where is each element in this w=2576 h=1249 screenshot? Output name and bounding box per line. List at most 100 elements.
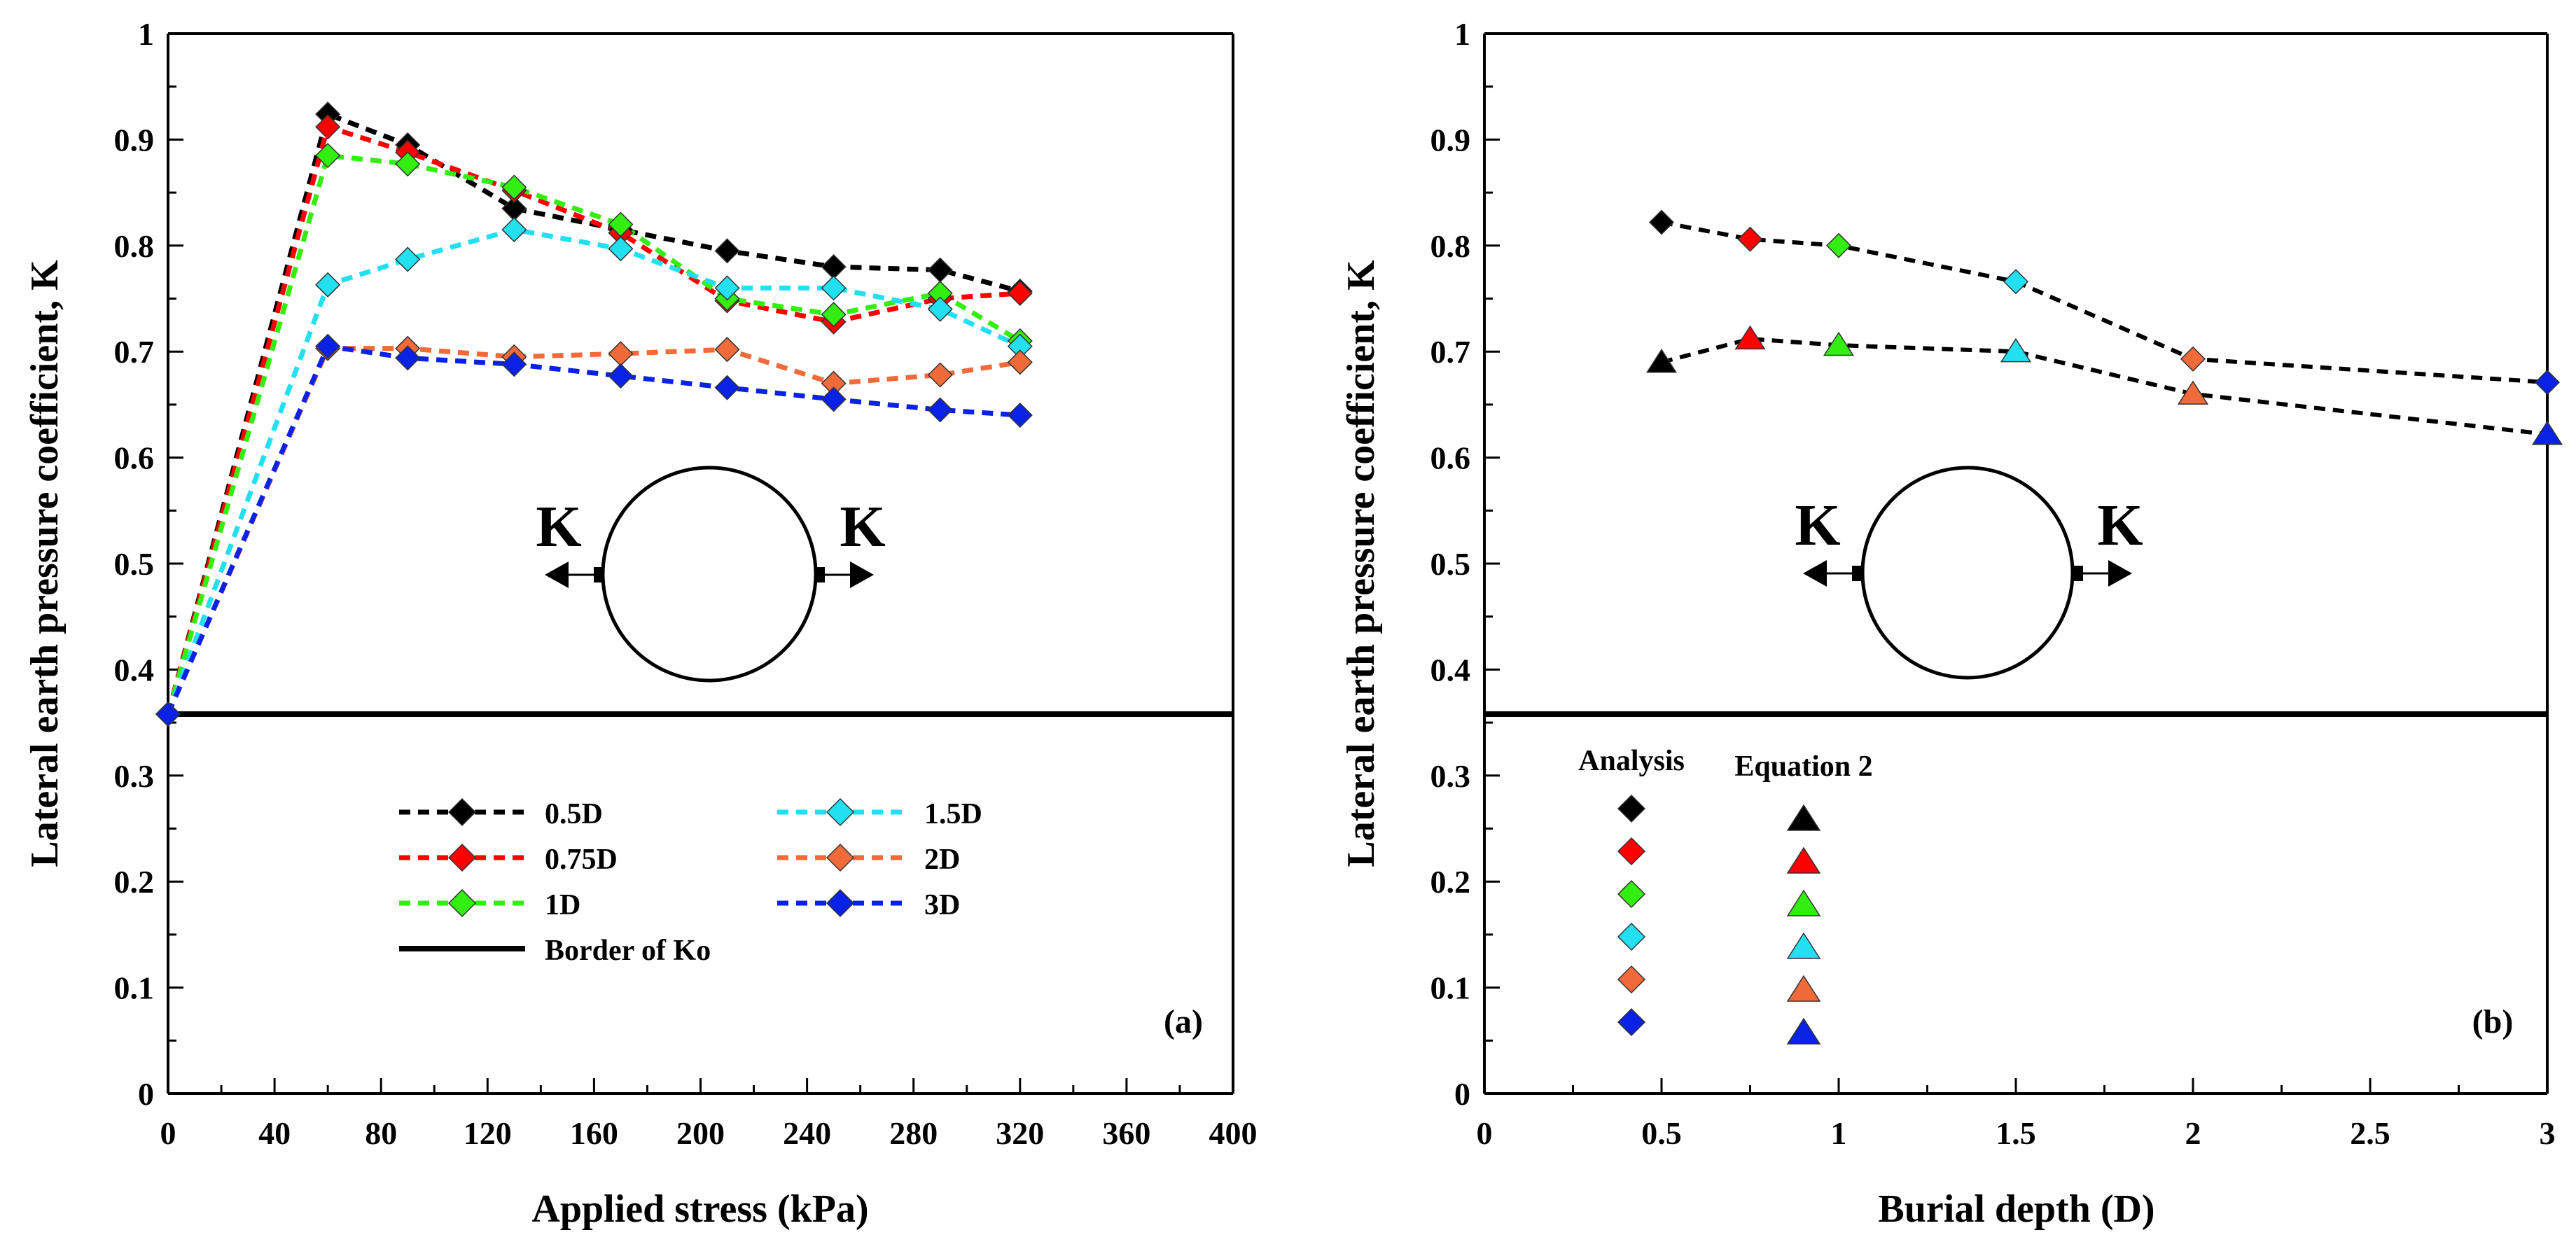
series-line-Analysis <box>1661 220 2548 385</box>
panel-a-x-axis-label: Applied stress (kPa) <box>531 1187 868 1231</box>
panel-a-k-left-label: K <box>536 494 581 559</box>
panel-b-y-tick-label: 0.5 <box>1430 546 1471 582</box>
panel-a-y-tick-label: 0.6 <box>114 440 155 476</box>
panel-a-y-tick-label: 0.3 <box>114 758 155 794</box>
data-point-2D <box>608 341 634 367</box>
panel-b-right-arrow-head <box>2108 560 2132 587</box>
data-point-Analysis <box>1648 209 1675 235</box>
panel-a-k-right-label: K <box>840 494 885 559</box>
data-point-Equation 2 <box>1734 325 1766 350</box>
legend-marker-Equation 2 <box>1786 804 1821 831</box>
data-point-1D <box>315 143 341 169</box>
data-point-0.5D <box>927 257 953 283</box>
panel-b-x-tick-label: 0 <box>1477 1115 1493 1151</box>
data-point-Analysis <box>2534 370 2561 396</box>
panel-a-legend: 0.5D 0.75D 1D 1.5D 2D 3D Border of Ko <box>399 797 982 967</box>
panel-b-series <box>1645 209 2563 445</box>
data-point-0.75D <box>315 114 341 140</box>
panel-a-pipe-circle <box>601 466 818 683</box>
panel-a-y-axis-label: Lateral earth pressure coefficient, K <box>23 260 67 867</box>
series-line-0.5D <box>165 111 1021 715</box>
panel-a-y-tick-label: 0.9 <box>114 122 155 158</box>
panel-a-ticks: 0 40 80 120 160 200 240 280 320 360 400 0 0.1 0.2 0.3 0… <box>114 16 1258 1151</box>
panel-a-chart: 0 40 80 120 160 200 240 280 320 360 400 0 0.1 0.2 0.3 0… <box>23 16 1258 1231</box>
panel-a-y-tick-label: 0.1 <box>114 970 155 1006</box>
panel-a-y-tick-label: 0.4 <box>114 652 155 688</box>
data-point-Analysis <box>1825 232 1852 258</box>
panel-b-y-tick-label: 0.9 <box>1430 122 1471 158</box>
series-line-Equation 2 <box>1661 337 2548 437</box>
panel-b-x-tick-label: 2 <box>2185 1115 2201 1151</box>
panel-b-y-tick-label: 0.4 <box>1430 652 1471 688</box>
panel-b-y-tick-label: 0.6 <box>1430 440 1471 476</box>
panel-a-x-tick-label: 0 <box>160 1115 176 1151</box>
data-point-1.5D <box>608 236 634 262</box>
panel-a-y-tick-label: 0.5 <box>114 546 155 582</box>
panel-b-x-axis-label: Burial depth (D) <box>1878 1187 2154 1231</box>
panel-a-pipe-diagram: K K <box>536 466 886 683</box>
data-point-2D <box>927 362 953 388</box>
legend-marker-Equation 2 <box>1786 846 1821 874</box>
panel-b-x-tick-label: 2.5 <box>2350 1115 2390 1151</box>
panel-b-x-tick-label: 3 <box>2540 1115 2556 1151</box>
panel-b-y-axis-label: Lateral earth pressure coefficient, K <box>1339 260 1383 867</box>
legend-marker-Equation 2 <box>1786 889 1821 916</box>
data-point-1.5D <box>395 246 421 272</box>
data-point-1.5D <box>821 275 847 301</box>
panel-a-x-tick-label: 80 <box>365 1115 397 1151</box>
legend-label-0.5D: 0.5D <box>545 798 603 830</box>
legend-label-3D: 3D <box>924 889 960 921</box>
panel-a-left-arrow-head <box>545 561 569 588</box>
panel-a-x-tick-label: 360 <box>1102 1115 1150 1151</box>
legend-label-2D: 2D <box>924 844 960 876</box>
legend-header-Analysis: Analysis <box>1578 745 1685 777</box>
panel-a-y-tick-label: 0 <box>138 1076 154 1112</box>
panel-a-y-tick-label: 0.7 <box>114 334 155 370</box>
data-point-1D <box>395 151 421 177</box>
panel-a-x-tick-label: 160 <box>570 1115 618 1151</box>
panel-b-left-stub <box>1852 566 1862 581</box>
data-point-2D <box>1007 349 1033 375</box>
panel-b-chart: 0 0.5 1 1.5 2 2.5 3 0 0.1 0.2 0.3 0.4 0.5 0.6 0.7 0.8 0.… <box>1339 16 2563 1231</box>
panel-b-x-tick-label: 1.5 <box>1996 1115 2036 1151</box>
panel-b-x-tick-label: 0.5 <box>1641 1115 1682 1151</box>
data-point-3D <box>315 333 341 359</box>
legend-label-1.5D: 1.5D <box>924 798 982 830</box>
data-point-0.5D <box>821 254 847 280</box>
panel-a-x-tick-label: 40 <box>258 1115 291 1151</box>
legend-marker-Equation 2 <box>1786 1017 1821 1045</box>
panel-a-label: (a) <box>1164 1003 1203 1040</box>
series-line-2D <box>165 346 1021 716</box>
data-point-0.5D <box>714 238 740 264</box>
panel-b-y-tick-label: 0.1 <box>1430 970 1471 1006</box>
data-point-Equation 2 <box>1823 331 1855 356</box>
data-point-Equation 2 <box>2000 337 2032 363</box>
data-point-3D <box>714 375 740 400</box>
data-point-1.5D <box>315 272 341 298</box>
legend-marker-2D <box>826 843 855 872</box>
legend-marker-0.75D <box>447 843 477 872</box>
legend-label-0.75D: 0.75D <box>545 844 618 876</box>
series-line-1D <box>165 153 1022 715</box>
legend-label-1D: 1D <box>545 889 580 921</box>
legend-marker-Analysis <box>1617 879 1646 909</box>
data-point-3D <box>395 345 421 371</box>
legend-marker-Equation 2 <box>1786 932 1821 959</box>
panel-b-ticks: 0 0.5 1 1.5 2 2.5 3 0 0.1 0.2 0.3 0.4 0.5 0.6 0.7 0.8 0.… <box>1430 16 2556 1151</box>
panel-a-left-stub <box>594 567 604 582</box>
panel-a-y-tick-label: 0.2 <box>114 864 155 900</box>
legend-marker-1.5D <box>826 797 855 827</box>
panel-a-x-tick-label: 400 <box>1209 1115 1258 1151</box>
data-point-3D <box>608 363 634 389</box>
data-point-Analysis <box>2180 346 2206 372</box>
panel-b-y-tick-label: 0 <box>1454 1076 1470 1112</box>
legend-marker-1D <box>447 888 477 918</box>
data-point-Equation 2 <box>2177 380 2209 405</box>
panel-a-series <box>155 102 1033 727</box>
panel-b-label: (b) <box>2472 1003 2514 1040</box>
data-point-1D <box>821 302 847 328</box>
panel-b-k-right-label: K <box>2097 493 2143 558</box>
data-point-3D <box>1007 402 1033 428</box>
panel-a-y-tick-label: 0.8 <box>114 228 155 264</box>
